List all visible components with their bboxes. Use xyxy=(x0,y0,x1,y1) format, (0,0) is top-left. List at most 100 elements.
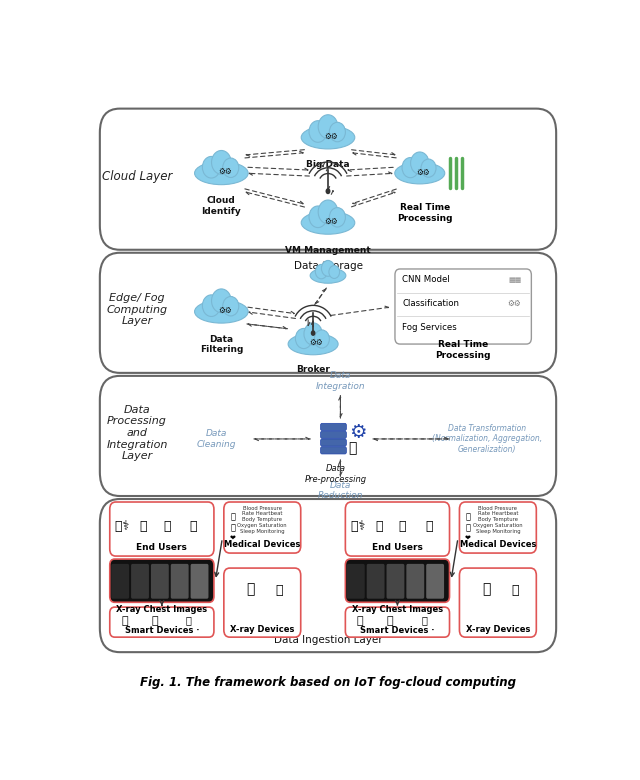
Text: 🧑: 🧑 xyxy=(189,519,197,533)
Circle shape xyxy=(329,265,340,278)
Text: 🔬: 🔬 xyxy=(246,582,255,596)
Text: End Users: End Users xyxy=(136,544,188,552)
Circle shape xyxy=(326,188,330,194)
FancyBboxPatch shape xyxy=(321,447,346,454)
FancyBboxPatch shape xyxy=(100,499,556,652)
FancyBboxPatch shape xyxy=(321,424,346,431)
Circle shape xyxy=(314,330,330,348)
Text: 🩺: 🩺 xyxy=(466,512,471,522)
Text: 📈: 📈 xyxy=(349,441,357,455)
FancyBboxPatch shape xyxy=(110,559,214,602)
Text: End Users: End Users xyxy=(372,544,423,552)
Text: Data Transformation
(Normalization, Aggregation,
Generalization): Data Transformation (Normalization, Aggr… xyxy=(431,424,542,454)
Text: Data
Integration: Data Integration xyxy=(316,371,365,391)
Text: Data Ingestion Layer: Data Ingestion Layer xyxy=(274,635,382,645)
Text: 👤: 👤 xyxy=(375,519,383,533)
Circle shape xyxy=(212,289,231,313)
Text: X-ray Chest Images: X-ray Chest Images xyxy=(352,605,443,615)
Text: Real Time
Processing: Real Time Processing xyxy=(397,204,452,222)
Text: Medical Devices: Medical Devices xyxy=(460,541,536,549)
Circle shape xyxy=(402,158,419,178)
FancyBboxPatch shape xyxy=(224,502,301,553)
Ellipse shape xyxy=(195,161,248,185)
Text: Data
Processing
and
Integration
Layer: Data Processing and Integration Layer xyxy=(106,405,168,461)
Text: X-ray Chest Images: X-ray Chest Images xyxy=(116,605,207,615)
Text: Real Time
Processing: Real Time Processing xyxy=(435,340,491,360)
Text: 🖱️: 🖱️ xyxy=(422,615,428,626)
FancyBboxPatch shape xyxy=(151,564,169,599)
Text: ⚙⚙: ⚙⚙ xyxy=(508,300,522,308)
FancyBboxPatch shape xyxy=(131,564,149,599)
Text: ▦▦: ▦▦ xyxy=(508,277,522,283)
Circle shape xyxy=(411,152,429,174)
Text: ❤️: ❤️ xyxy=(230,535,236,541)
Text: ⚙: ⚙ xyxy=(349,424,367,442)
Circle shape xyxy=(318,115,338,139)
Text: 🩻: 🩻 xyxy=(511,583,518,597)
FancyBboxPatch shape xyxy=(387,564,404,599)
Text: 👨‍⚕️: 👨‍⚕️ xyxy=(115,519,129,533)
FancyBboxPatch shape xyxy=(100,253,556,373)
Text: ⚙⚙: ⚙⚙ xyxy=(324,132,338,140)
Text: 🩺: 🩺 xyxy=(230,512,236,522)
Text: 🛏: 🛏 xyxy=(163,519,170,533)
Text: Smart Devices ·: Smart Devices · xyxy=(360,626,435,635)
FancyBboxPatch shape xyxy=(111,564,129,599)
FancyBboxPatch shape xyxy=(460,568,536,637)
Text: Data
Cleaning: Data Cleaning xyxy=(196,429,236,448)
FancyBboxPatch shape xyxy=(171,564,189,599)
FancyBboxPatch shape xyxy=(346,502,449,556)
Text: 🖱️: 🖱️ xyxy=(186,615,192,626)
Circle shape xyxy=(309,206,327,228)
Circle shape xyxy=(311,330,316,336)
Text: Classification: Classification xyxy=(403,300,460,308)
Circle shape xyxy=(223,158,239,178)
FancyBboxPatch shape xyxy=(321,431,346,438)
Text: ❤️: ❤️ xyxy=(465,535,471,541)
Text: ⚙⚙: ⚙⚙ xyxy=(218,306,232,315)
Text: 🩻: 🩻 xyxy=(275,583,283,597)
Circle shape xyxy=(421,159,436,177)
Text: Edge/ Fog
Computing
Layer: Edge/ Fog Computing Layer xyxy=(106,293,168,326)
Text: Cloud Layer: Cloud Layer xyxy=(102,170,172,183)
FancyBboxPatch shape xyxy=(191,564,209,599)
FancyBboxPatch shape xyxy=(346,607,449,637)
Circle shape xyxy=(309,121,327,142)
FancyBboxPatch shape xyxy=(367,564,385,599)
Circle shape xyxy=(318,200,338,224)
Circle shape xyxy=(223,296,239,316)
FancyBboxPatch shape xyxy=(406,564,424,599)
FancyBboxPatch shape xyxy=(100,376,556,496)
Text: Data
Filtering: Data Filtering xyxy=(200,335,243,354)
Ellipse shape xyxy=(288,333,338,355)
Text: Fog Services: Fog Services xyxy=(403,324,457,332)
Text: X-ray Devices: X-ray Devices xyxy=(466,625,530,633)
Circle shape xyxy=(316,264,327,278)
Text: 🛏: 🛏 xyxy=(399,519,406,533)
Text: Data Storage: Data Storage xyxy=(294,261,362,271)
FancyBboxPatch shape xyxy=(110,502,214,556)
Text: VM Management: VM Management xyxy=(285,246,371,255)
FancyBboxPatch shape xyxy=(395,269,531,344)
Circle shape xyxy=(330,122,346,142)
Ellipse shape xyxy=(301,126,355,149)
Circle shape xyxy=(202,157,220,178)
FancyBboxPatch shape xyxy=(110,607,214,637)
Text: ⚙⚙: ⚙⚙ xyxy=(324,217,338,226)
FancyBboxPatch shape xyxy=(347,564,365,599)
FancyBboxPatch shape xyxy=(426,564,444,599)
Circle shape xyxy=(202,295,220,317)
Text: 💻: 💻 xyxy=(387,615,394,626)
Ellipse shape xyxy=(195,300,248,323)
Text: 📱: 📱 xyxy=(122,615,128,626)
Text: CNN Model: CNN Model xyxy=(403,275,450,284)
Text: X-ray Devices: X-ray Devices xyxy=(230,625,294,633)
Text: 👤: 👤 xyxy=(140,519,147,533)
Text: Medical Devices: Medical Devices xyxy=(224,541,300,549)
Text: 💻: 💻 xyxy=(151,615,157,626)
Circle shape xyxy=(296,328,312,349)
Text: ⚙⚙: ⚙⚙ xyxy=(416,168,429,176)
FancyBboxPatch shape xyxy=(321,439,346,446)
Text: 🧑: 🧑 xyxy=(425,519,433,533)
Ellipse shape xyxy=(310,268,346,283)
